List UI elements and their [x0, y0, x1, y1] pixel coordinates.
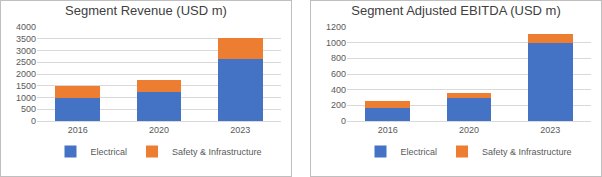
- svg-text:2023: 2023: [540, 125, 560, 135]
- svg-text:0: 0: [31, 116, 36, 126]
- svg-text:1200: 1200: [326, 22, 346, 32]
- svg-text:Segment Revenue (USD m): Segment Revenue (USD m): [65, 3, 227, 18]
- svg-text:2016: 2016: [68, 125, 88, 135]
- svg-text:1000: 1000: [326, 38, 346, 48]
- svg-text:2023: 2023: [230, 125, 250, 135]
- svg-text:Electrical: Electrical: [401, 147, 438, 157]
- svg-text:4000: 4000: [16, 22, 36, 32]
- svg-text:500: 500: [21, 104, 36, 114]
- svg-text:2000: 2000: [16, 69, 36, 79]
- svg-text:600: 600: [331, 69, 346, 79]
- svg-text:Safety & Infrastructure: Safety & Infrastructure: [482, 147, 572, 157]
- svg-text:Safety & Infrastructure: Safety & Infrastructure: [172, 147, 262, 157]
- svg-text:3000: 3000: [16, 46, 36, 56]
- svg-text:Electrical: Electrical: [91, 147, 128, 157]
- svg-text:0: 0: [341, 116, 346, 126]
- svg-text:1500: 1500: [16, 81, 36, 91]
- svg-text:2016: 2016: [378, 125, 398, 135]
- svg-text:2020: 2020: [149, 125, 169, 135]
- svg-text:Segment Adjusted EBITDA (USD m: Segment Adjusted EBITDA (USD m): [351, 3, 561, 18]
- svg-text:3500: 3500: [16, 34, 36, 44]
- svg-text:400: 400: [331, 85, 346, 95]
- svg-text:200: 200: [331, 100, 346, 110]
- svg-text:1000: 1000: [16, 93, 36, 103]
- svg-text:2020: 2020: [459, 125, 479, 135]
- svg-text:800: 800: [331, 53, 346, 63]
- svg-text:2500: 2500: [16, 57, 36, 67]
